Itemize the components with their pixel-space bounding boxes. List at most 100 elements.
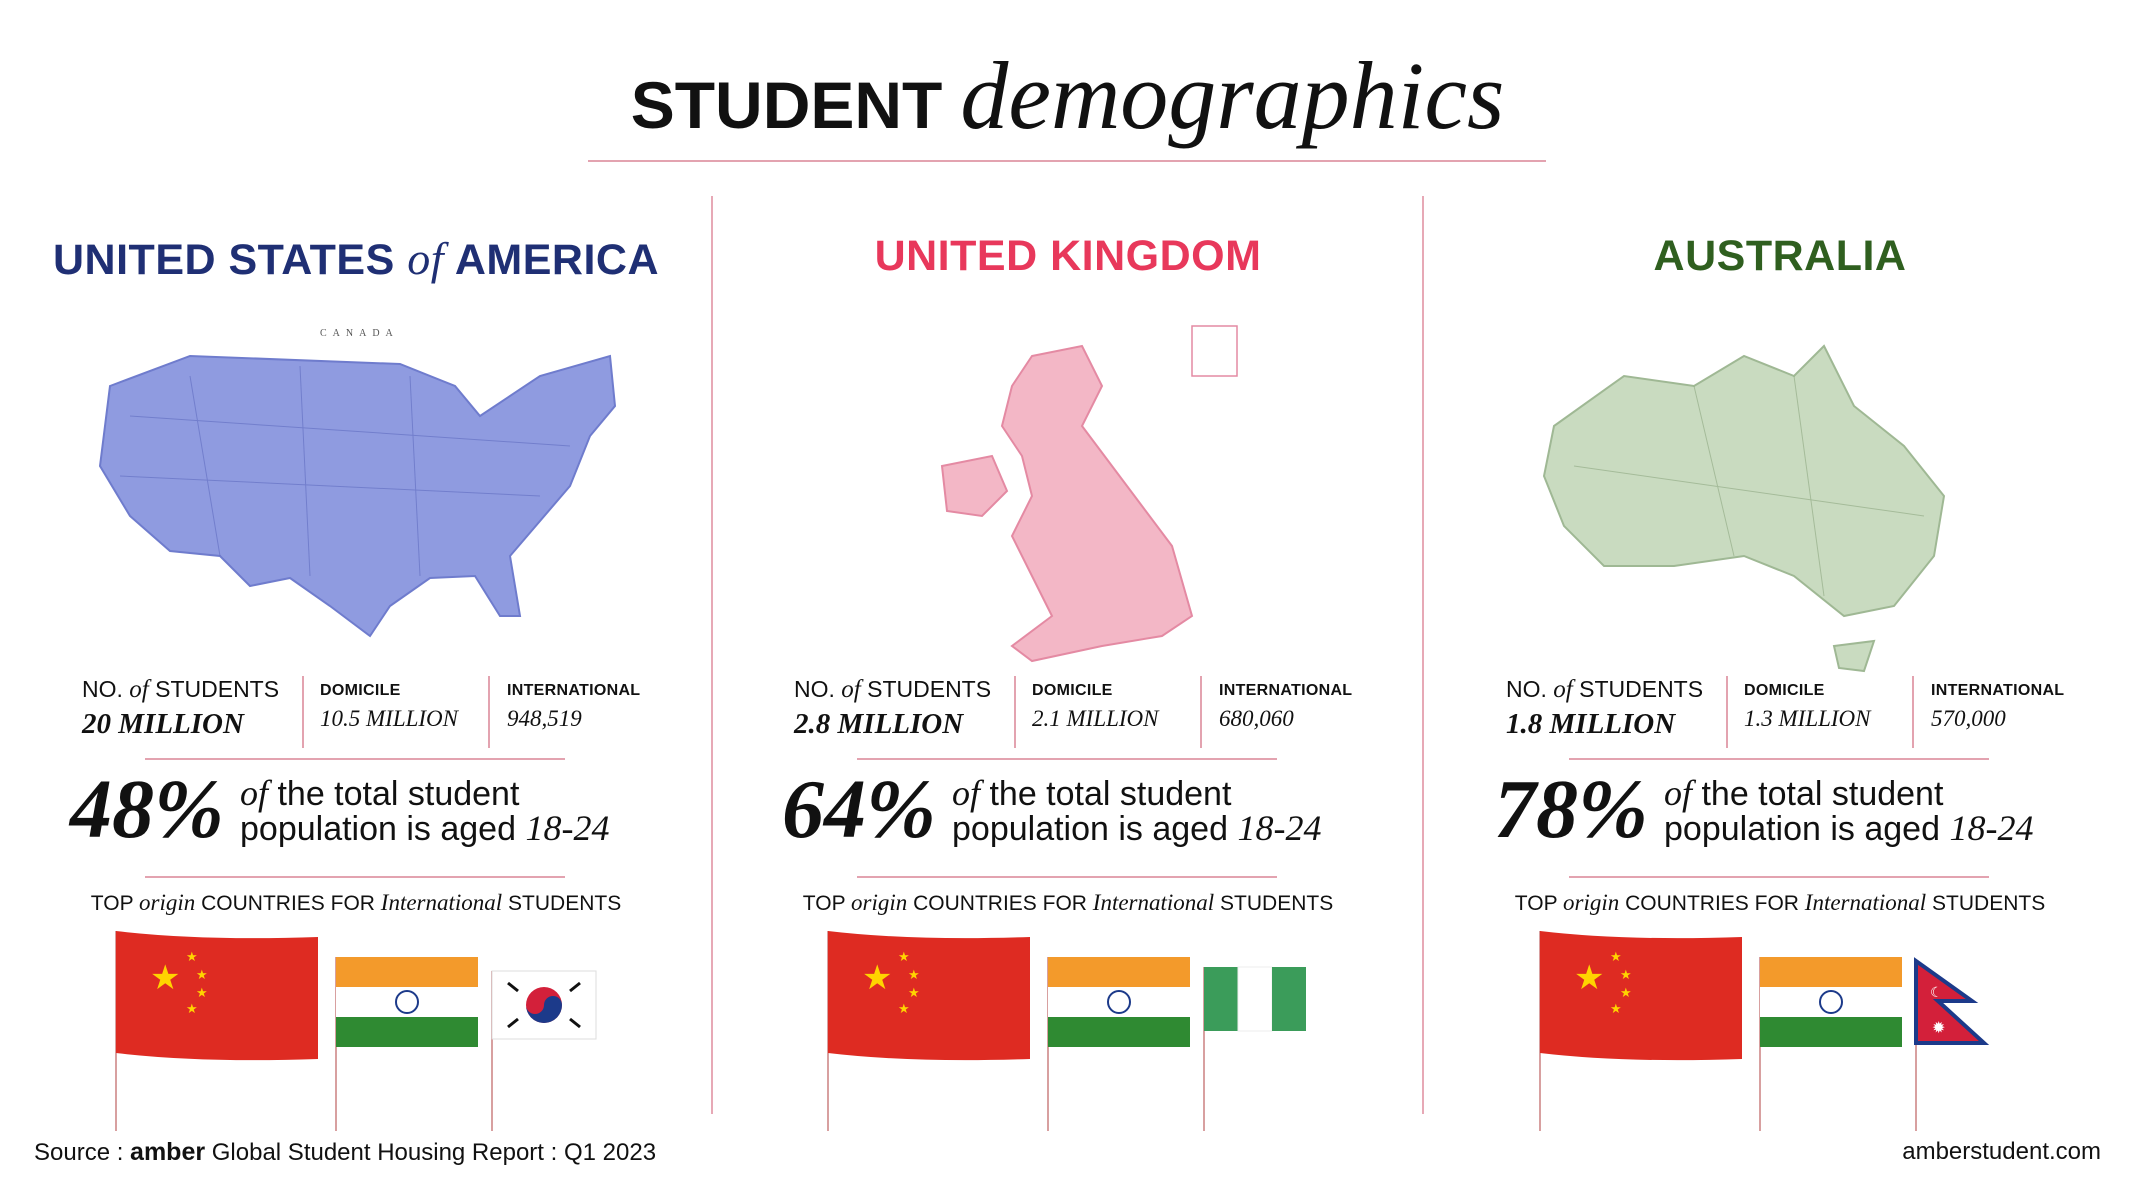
students-value: 1.8 MILLION [1506, 708, 1676, 740]
india-flag [335, 957, 478, 1131]
domicile-stat: DOMICILE 1.3 MILLION [1744, 676, 1871, 732]
domicile-stat: DOMICILE 10.5 MILLION [320, 676, 458, 732]
column-divider [711, 196, 713, 1114]
title-bold: STUDENT [630, 68, 943, 142]
student-stats: NO. of STUDENTS 20 MILLION DOMICILE 10.5… [0, 676, 712, 748]
uk-map [940, 325, 1238, 663]
section-divider [145, 758, 565, 760]
top-origin-heading: TOP origin COUNTRIES FOR International S… [90, 890, 622, 915]
svg-text:★: ★ [1620, 985, 1632, 1000]
students-label: NO. of STUDENTS [1506, 676, 1704, 703]
country-column-australia: AUSTRALIA NO. of STUDENTS 1.8 MILLION DO… [1424, 196, 2135, 1136]
svg-text:★: ★ [186, 1001, 198, 1016]
svg-text:★: ★ [1610, 1001, 1622, 1016]
svg-text:★: ★ [898, 949, 910, 964]
china-flag: ★ ★ ★ ★ ★ [115, 931, 318, 1131]
international-value: 570,000 [1931, 706, 2006, 731]
percent-value: 64% [782, 763, 936, 856]
section-divider [1569, 758, 1989, 760]
country-column-uk: UNITED KINGDOM NO. of STUDENTS 2.8 MILLI… [712, 196, 1424, 1136]
section-divider [145, 876, 565, 878]
svg-text:★: ★ [898, 1001, 910, 1016]
student-stats: NO. of STUDENTS 2.8 MILLION DOMICILE 2.1… [712, 676, 1424, 748]
origin-flags: ★ ★ ★ ★ ★ [115, 931, 597, 1131]
age-stat: 78% of the total student population is a… [1424, 763, 2135, 856]
total-students: NO. of STUDENTS 1.8 MILLION [1506, 676, 1703, 741]
domicile-label: DOMICILE [320, 682, 401, 699]
country-name-part: of [407, 233, 444, 284]
china-flag: ★ ★ ★ ★ ★ [1539, 931, 1742, 1131]
domicile-label: DOMICILE [1744, 682, 1825, 699]
page-title: STUDENT demographics [0, 40, 2135, 151]
australia-map [1542, 344, 1946, 673]
domicile-value: 1.3 MILLION [1744, 706, 1871, 731]
china-flag: ★ ★ ★ ★ ★ [827, 931, 1030, 1131]
total-students: NO. of STUDENTS 20 MILLION [82, 676, 279, 741]
south-korea-flag [491, 970, 597, 1131]
international-label: INTERNATIONAL [1219, 682, 1353, 699]
stat-divider [1200, 676, 1202, 748]
international-stat: INTERNATIONAL 948,519 [507, 676, 640, 732]
country-title: UNITED KINGDOM [712, 232, 1424, 281]
domicile-value: 10.5 MILLION [320, 706, 459, 731]
usa-map: CANADA [98, 328, 617, 638]
column-divider [1422, 196, 1424, 1114]
country-column-usa: UNITED STATES of AMERICA CANADA NO. of S… [0, 196, 712, 1136]
domicile-value: 2.1 MILLION [1032, 706, 1159, 731]
svg-text:★: ★ [1620, 967, 1632, 982]
india-flag [1759, 957, 1902, 1131]
country-name-part: UNITED STATES [53, 236, 408, 284]
total-students: NO. of STUDENTS 2.8 MILLION [794, 676, 991, 741]
svg-text:CANADA: CANADA [320, 328, 399, 339]
title-italic: demographics [960, 42, 1505, 149]
students-value: 20 MILLION [82, 708, 244, 740]
india-flag [1047, 957, 1190, 1131]
percent-value: 48% [70, 763, 224, 856]
percent-value: 78% [1494, 763, 1648, 856]
domicile-label: DOMICILE [1032, 682, 1113, 699]
svg-text:★: ★ [196, 985, 208, 1000]
country-name-part: UNITED KINGDOM [874, 232, 1262, 280]
title-divider [588, 160, 1546, 162]
section-divider [1569, 876, 1989, 878]
nigeria-flag [1203, 966, 1306, 1131]
origin-flags: ★ ★ ★ ★ ★ ☾ ✹ [1539, 931, 1990, 1131]
domicile-stat: DOMICILE 2.1 MILLION [1032, 676, 1159, 732]
svg-text:☾: ☾ [1930, 984, 1943, 1000]
section-divider [857, 876, 1277, 878]
nepal-flag: ☾ ✹ [1914, 957, 1990, 1131]
international-value: 680,060 [1219, 706, 1294, 731]
svg-text:★: ★ [186, 949, 198, 964]
international-stat: INTERNATIONAL 680,060 [1219, 676, 1352, 732]
percent-description: of the total student population is aged … [952, 773, 1322, 848]
svg-text:★: ★ [196, 967, 208, 982]
stat-divider [1726, 676, 1728, 748]
section-divider [857, 758, 1277, 760]
svg-text:★: ★ [908, 967, 920, 982]
svg-text:★: ★ [150, 959, 180, 997]
brand-name: amber [130, 1138, 206, 1166]
stat-divider [488, 676, 490, 748]
website-link[interactable]: amberstudent.com [1902, 1138, 2101, 1165]
stat-divider [302, 676, 304, 748]
students-label: NO. of STUDENTS [794, 676, 992, 703]
svg-text:★: ★ [908, 985, 920, 1000]
country-title: AUSTRALIA [1424, 232, 2135, 281]
svg-text:★: ★ [1610, 949, 1622, 964]
stat-divider [1014, 676, 1016, 748]
students-label: NO. of STUDENTS [82, 676, 280, 703]
percent-description: of the total student population is aged … [1664, 773, 2034, 848]
svg-text:★: ★ [862, 959, 892, 997]
origin-flags: ★ ★ ★ ★ ★ [827, 931, 1306, 1131]
country-title: UNITED STATES of AMERICA [0, 232, 712, 285]
international-label: INTERNATIONAL [507, 682, 641, 699]
top-origin-heading: TOP origin COUNTRIES FOR International S… [802, 890, 1334, 915]
source-text: Global Student Housing Report : Q1 2023 [205, 1139, 657, 1166]
percent-description: of the total student population is aged … [240, 773, 610, 848]
age-stat: 48% of the total student population is a… [0, 763, 712, 856]
international-label: INTERNATIONAL [1931, 682, 2065, 699]
students-value: 2.8 MILLION [794, 708, 964, 740]
international-value: 948,519 [507, 706, 582, 731]
age-stat: 64% of the total student population is a… [712, 763, 1424, 856]
country-name-part: AUSTRALIA [1653, 232, 1907, 280]
